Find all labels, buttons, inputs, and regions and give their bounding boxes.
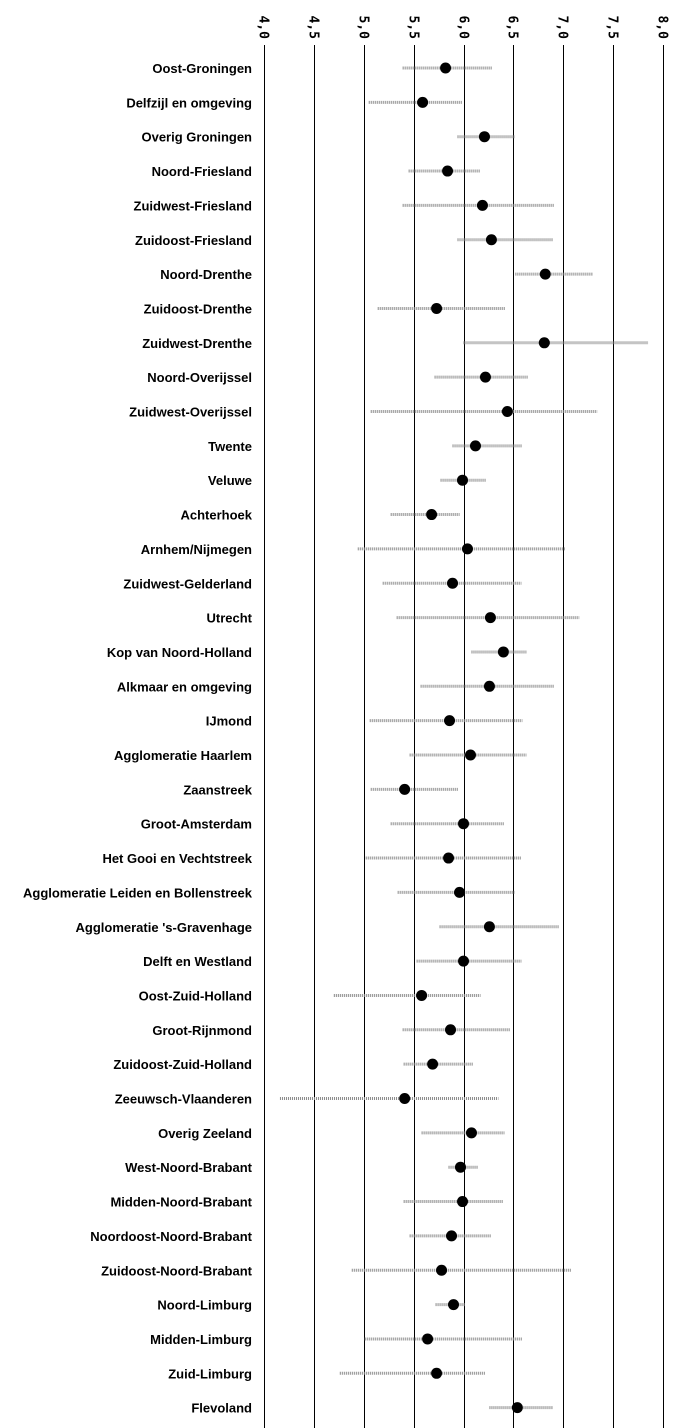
data-point bbox=[458, 818, 469, 830]
data-point bbox=[476, 199, 488, 211]
data-point bbox=[436, 1264, 448, 1276]
data-point bbox=[484, 612, 496, 624]
data-point bbox=[454, 886, 466, 898]
data-point bbox=[501, 406, 513, 417]
data-point bbox=[497, 646, 509, 658]
x-axis-tick-labels: 4,0 4,5 5,0 5,5 6,0 6,5 7,0 7,5 8,0 bbox=[256, 16, 670, 40]
category-label: Arnhem/Nijmegen bbox=[141, 542, 252, 557]
category-label: Alkmaar en omgeving bbox=[117, 679, 252, 694]
category-label: Flevoland bbox=[191, 1401, 252, 1416]
category-label: Noord-Drenthe bbox=[160, 267, 252, 282]
x-tick-label: 4,5 bbox=[306, 16, 321, 39]
category-label: Delfzijl en omgeving bbox=[126, 95, 252, 110]
data-point bbox=[478, 131, 490, 143]
category-label: Zuidwest-Drenthe bbox=[142, 336, 252, 351]
category-label: Oost-Zuid-Holland bbox=[139, 988, 252, 1003]
category-label: Zuidoost-Zuid-Holland bbox=[113, 1057, 252, 1072]
x-tick-label: 6,0 bbox=[456, 16, 471, 40]
data-point bbox=[426, 509, 438, 521]
x-tick-label: 6,5 bbox=[505, 16, 520, 39]
category-label: Noord-Overijssel bbox=[147, 370, 252, 385]
category-label: Midden-Limburg bbox=[150, 1332, 252, 1347]
data-point bbox=[511, 1402, 523, 1414]
category-label: Zuidwest-Gelderland bbox=[123, 576, 252, 591]
category-label: Het Gooi en Vechtstreek bbox=[102, 851, 252, 866]
category-label: Twente bbox=[208, 439, 252, 454]
data-point bbox=[455, 1161, 467, 1173]
category-label: Agglomeratie Leiden en Bollenstreek bbox=[23, 885, 253, 900]
category-labels: Oost-Groningen Delfzijl en omgeving Overig… bbox=[23, 61, 253, 1416]
x-tick-label: 7,0 bbox=[555, 16, 570, 40]
category-label: Zuidwest-Friesland bbox=[134, 198, 253, 213]
category-label: Achterhoek bbox=[180, 508, 252, 523]
category-label: Delft en Westland bbox=[143, 954, 252, 969]
data-point bbox=[458, 955, 469, 967]
category-label: Oost-Groningen bbox=[152, 61, 252, 76]
category-label: Groot-Rijnmond bbox=[152, 1023, 252, 1038]
category-label: Veluwe bbox=[208, 473, 252, 488]
category-label: IJmond bbox=[206, 714, 252, 729]
data-point bbox=[483, 680, 495, 692]
category-label: Kop van Noord-Holland bbox=[107, 645, 252, 660]
data-point bbox=[461, 543, 473, 555]
category-label: Overig Groningen bbox=[141, 130, 252, 145]
category-label: Noord-Friesland bbox=[152, 164, 252, 179]
data-point bbox=[445, 1024, 457, 1036]
data-point bbox=[485, 234, 497, 246]
data-point bbox=[417, 96, 429, 108]
category-label: Utrecht bbox=[206, 611, 252, 626]
category-label: Agglomeratie 's-Gravenhage bbox=[76, 920, 252, 935]
point-layer bbox=[399, 62, 551, 1414]
category-label: Zeeuwsch-Vlaanderen bbox=[115, 1092, 252, 1107]
x-tick-label: 4,0 bbox=[256, 16, 271, 40]
data-point bbox=[465, 1127, 477, 1139]
category-label: Groot-Amsterdam bbox=[141, 817, 252, 832]
category-label: Zuidoost-Drenthe bbox=[144, 301, 252, 316]
data-point bbox=[539, 268, 551, 280]
category-label: Zuidoost-Noord-Brabant bbox=[101, 1263, 253, 1278]
data-point bbox=[442, 165, 454, 177]
data-point bbox=[399, 783, 411, 795]
data-point bbox=[447, 577, 459, 589]
data-point bbox=[431, 1367, 443, 1379]
x-tick-label: 8,0 bbox=[655, 16, 670, 40]
x-tick-label: 5,5 bbox=[406, 16, 421, 39]
data-point bbox=[448, 1299, 460, 1311]
x-tick-label: 5,0 bbox=[356, 16, 371, 40]
data-point bbox=[469, 440, 481, 452]
data-point bbox=[416, 989, 428, 1001]
data-point bbox=[399, 1093, 411, 1104]
data-point bbox=[444, 715, 456, 727]
category-label: Zuidoost-Friesland bbox=[135, 233, 252, 248]
data-point bbox=[457, 474, 469, 486]
category-label: Noordoost-Noord-Brabant bbox=[90, 1229, 252, 1244]
data-point bbox=[431, 302, 443, 314]
grid-layer bbox=[264, 45, 664, 1428]
category-label: Zuid-Limburg bbox=[168, 1366, 252, 1381]
x-tick-label: 7,5 bbox=[605, 16, 620, 39]
data-point bbox=[440, 62, 452, 74]
category-label: West-Noord-Brabant bbox=[125, 1160, 253, 1175]
data-point bbox=[443, 852, 455, 864]
data-point bbox=[464, 749, 476, 761]
data-point bbox=[427, 1058, 439, 1070]
data-point bbox=[422, 1333, 434, 1345]
data-point bbox=[538, 337, 550, 349]
category-label: Zaanstreek bbox=[183, 782, 252, 797]
data-point bbox=[479, 371, 491, 383]
data-point bbox=[446, 1230, 458, 1242]
data-point bbox=[483, 921, 495, 933]
category-label: Zuidwest-Overijssel bbox=[129, 405, 252, 420]
category-label: Midden-Noord-Brabant bbox=[110, 1195, 252, 1210]
category-label: Agglomeratie Haarlem bbox=[114, 748, 252, 763]
category-label: Noord-Limburg bbox=[157, 1298, 252, 1313]
category-label: Overig Zeeland bbox=[158, 1126, 252, 1141]
data-point bbox=[457, 1196, 469, 1208]
